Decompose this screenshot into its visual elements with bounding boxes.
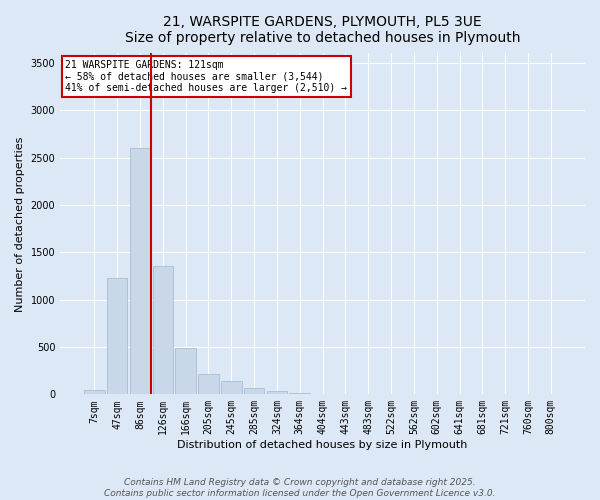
Bar <box>84 390 104 394</box>
Bar <box>175 348 196 395</box>
Bar <box>198 374 219 394</box>
Y-axis label: Number of detached properties: Number of detached properties <box>15 136 25 312</box>
X-axis label: Distribution of detached houses by size in Plymouth: Distribution of detached houses by size … <box>178 440 468 450</box>
Text: Contains HM Land Registry data © Crown copyright and database right 2025.
Contai: Contains HM Land Registry data © Crown c… <box>104 478 496 498</box>
Bar <box>221 381 242 394</box>
Bar <box>130 148 150 394</box>
Bar <box>152 266 173 394</box>
Bar <box>266 392 287 394</box>
Text: 21 WARSPITE GARDENS: 121sqm
← 58% of detached houses are smaller (3,544)
41% of : 21 WARSPITE GARDENS: 121sqm ← 58% of det… <box>65 60 347 94</box>
Title: 21, WARSPITE GARDENS, PLYMOUTH, PL5 3UE
Size of property relative to detached ho: 21, WARSPITE GARDENS, PLYMOUTH, PL5 3UE … <box>125 15 520 45</box>
Bar <box>244 388 265 394</box>
Bar <box>107 278 127 394</box>
